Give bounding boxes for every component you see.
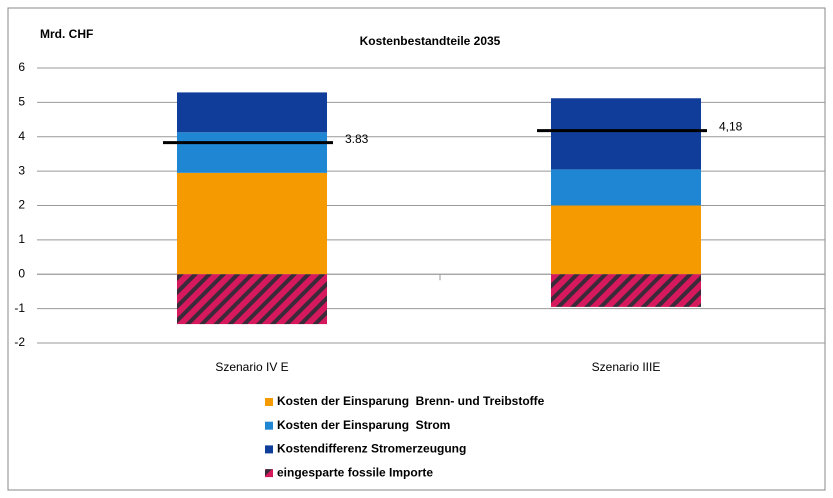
legend-label: eingesparte fossile Importe bbox=[277, 465, 433, 479]
legend-swatch bbox=[265, 445, 273, 454]
bar-segment bbox=[177, 172, 327, 275]
y-tick-label: -1 bbox=[14, 301, 25, 315]
net-label: 3.83 bbox=[345, 132, 369, 146]
y-tick-label: 2 bbox=[18, 198, 25, 212]
net-label: 4,18 bbox=[719, 120, 743, 134]
legend-label: Kosten der Einsparung Brenn- und Treibst… bbox=[277, 394, 545, 408]
legend-swatch bbox=[265, 421, 273, 430]
x-tick-label: Szenario IV E bbox=[215, 360, 288, 374]
chart-title: Kostenbestandteile 2035 bbox=[360, 34, 501, 48]
y-tick-label: 1 bbox=[18, 232, 25, 246]
y-axis-label: Mrd. CHF bbox=[40, 27, 93, 41]
bar-segment bbox=[551, 169, 701, 206]
legend-swatch bbox=[265, 398, 273, 406]
bar-segment bbox=[551, 98, 701, 170]
legend-swatch bbox=[265, 469, 273, 478]
y-tick-label: 4 bbox=[18, 129, 25, 143]
x-tick-label: Szenario IIIE bbox=[592, 360, 661, 374]
y-tick-label: -2 bbox=[14, 335, 25, 349]
legend-label: Kosten der Einsparung Strom bbox=[277, 418, 450, 432]
legend-label: Kostendifferenz Stromerzeugung bbox=[277, 442, 466, 456]
bar-segment bbox=[177, 92, 327, 133]
y-tick-label: 0 bbox=[18, 266, 25, 280]
y-tick-label: 3 bbox=[18, 163, 25, 177]
bar-segment bbox=[551, 274, 701, 307]
bar-segment bbox=[177, 132, 327, 173]
y-tick-label: 5 bbox=[18, 95, 25, 109]
bar-segment bbox=[551, 205, 701, 275]
bar-segment bbox=[177, 274, 327, 325]
y-tick-label: 6 bbox=[18, 60, 25, 74]
